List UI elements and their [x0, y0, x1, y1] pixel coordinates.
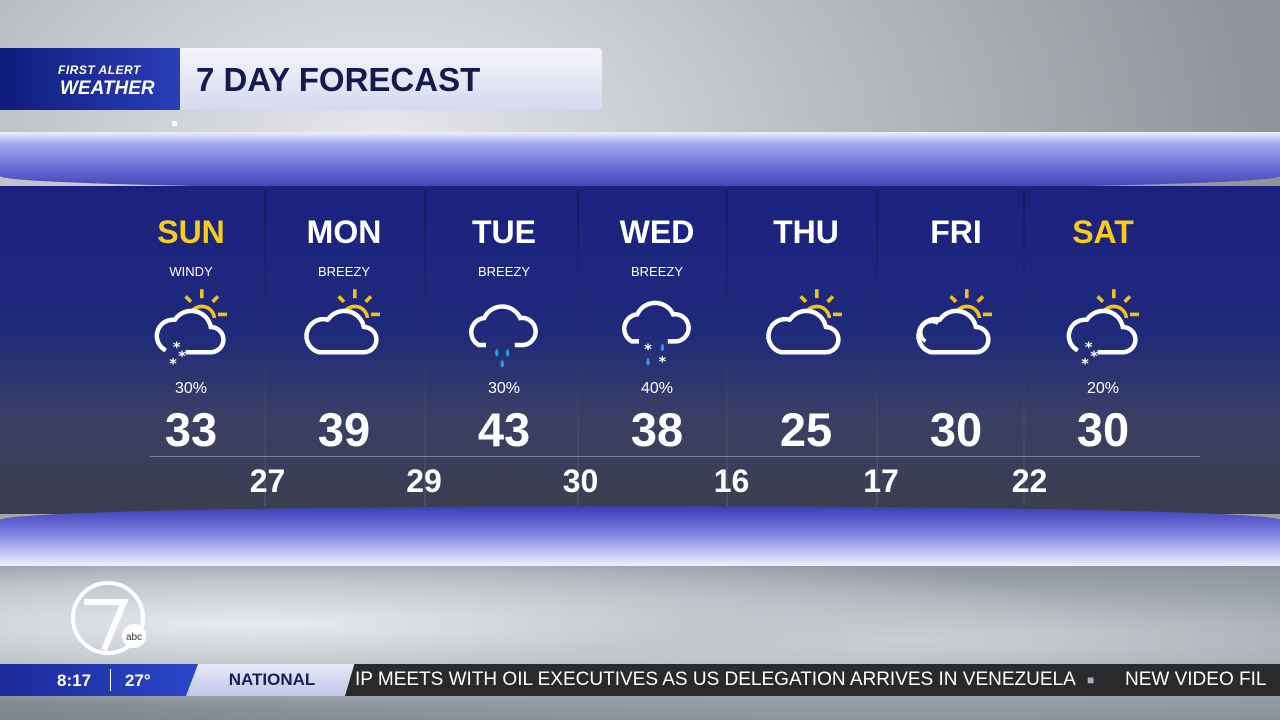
low-temp: 22: [1011, 463, 1048, 499]
condition-label: BREEZY: [317, 264, 370, 279]
brand-line2: WEATHER: [60, 78, 155, 99]
rain-icon: [469, 304, 538, 368]
condition-label: BREEZY: [477, 264, 530, 279]
partly-cloudy-icon: [304, 289, 380, 355]
precip-chance: 30%: [174, 380, 208, 397]
day-name: SAT: [1072, 214, 1134, 250]
column-separator: [577, 190, 579, 506]
svg-text:*: *: [169, 356, 177, 372]
day-name: THU: [773, 214, 839, 250]
svg-text:*: *: [178, 349, 186, 365]
svg-text:abc: abc: [126, 632, 142, 643]
high-temp: 30: [1076, 403, 1130, 456]
ticker-category: NATIONAL: [186, 664, 358, 696]
ticker-headline: IP MEETS WITH OIL EXECUTIVES AS US DELEG…: [355, 669, 1076, 690]
page-title: 7 DAY FORECAST: [196, 61, 481, 98]
rain-snow-mix-icon: **: [622, 300, 691, 371]
ticker-headlines: IP MEETS WITH OIL EXECUTIVES AS US DELEG…: [345, 664, 1280, 696]
day-column-tue: TUE BREEZY 30% 43: [429, 190, 579, 510]
precip-chance: 40%: [640, 380, 674, 397]
bottom-band: [0, 506, 1280, 566]
low-temp: 17: [863, 463, 899, 499]
day-name: WED: [619, 214, 695, 250]
day-name: TUE: [472, 214, 536, 250]
brand-dot: [172, 121, 177, 126]
day-column-sat: SAT * * * 20% 30: [1028, 190, 1178, 510]
station-logo-7abc: abc: [71, 581, 146, 655]
high-temp: 33: [164, 403, 218, 456]
condition-label: BREEZY: [630, 264, 683, 279]
high-temp: 38: [630, 403, 684, 456]
svg-text:*: *: [173, 340, 181, 356]
svg-text:*: *: [644, 342, 652, 358]
low-temp: 30: [562, 463, 599, 499]
day-column-thu: THU 25: [731, 190, 881, 510]
mostly-cloudy-icon: [916, 289, 992, 355]
low-temp: 27: [249, 463, 286, 499]
partly-cloudy-snow-icon: ***: [154, 289, 227, 372]
partly-cloudy-icon: [766, 289, 842, 355]
high-temp: 30: [929, 403, 983, 456]
condition-label: WINDY: [169, 264, 213, 279]
ticker-temp: 27°: [125, 671, 151, 690]
precip-chance: 20%: [1086, 380, 1120, 397]
ticker-time: 8:17: [57, 671, 92, 690]
day-column-fri: FRI 30: [881, 190, 1031, 510]
svg-text:*: *: [1090, 349, 1098, 365]
high-temp: 43: [477, 403, 531, 456]
ticker-divider: [110, 669, 111, 691]
low-temp: 29: [406, 463, 442, 499]
high-temp: 39: [317, 403, 371, 456]
svg-text:*: *: [1081, 356, 1089, 372]
ticker-time-temp: 8:17 27°: [0, 664, 200, 696]
low-temp: 16: [713, 463, 750, 499]
high-temp: 25: [779, 403, 833, 456]
precip-chance: 30%: [487, 380, 521, 397]
day-name: FRI: [930, 214, 982, 250]
day-column-wed: WED BREEZY * * 40% 38: [582, 190, 732, 510]
hi-lo-divider: [150, 456, 1200, 457]
day-column-mon: MON BREEZY 39: [269, 190, 419, 510]
ticker-next-headline: NEW VIDEO FIL: [1125, 669, 1267, 690]
top-band: [0, 132, 1280, 190]
column-separator: [1023, 190, 1025, 506]
column-separator: [876, 190, 878, 506]
cloud-background: [0, 560, 1280, 720]
brand-line1: FIRST ALERT: [58, 63, 141, 77]
svg-text:*: *: [659, 355, 667, 371]
svg-text:*: *: [1085, 340, 1093, 356]
ticker-bullet: ■: [1087, 673, 1095, 687]
partly-cloudy-snow-icon: ***: [1066, 289, 1139, 372]
news-ticker: 8:17 27° NATIONAL IP MEETS WITH OIL EXEC…: [0, 664, 1280, 696]
column-separator: [726, 190, 728, 506]
day-name: SUN: [157, 214, 225, 250]
column-separator: [424, 190, 426, 506]
first-alert-weather-logo: FIRST ALERT WEATHER: [0, 48, 180, 126]
day-name: MON: [306, 214, 382, 250]
day-column-sun: SUN WINDY * * * 30% 33: [116, 190, 266, 510]
column-separator: [264, 190, 266, 506]
